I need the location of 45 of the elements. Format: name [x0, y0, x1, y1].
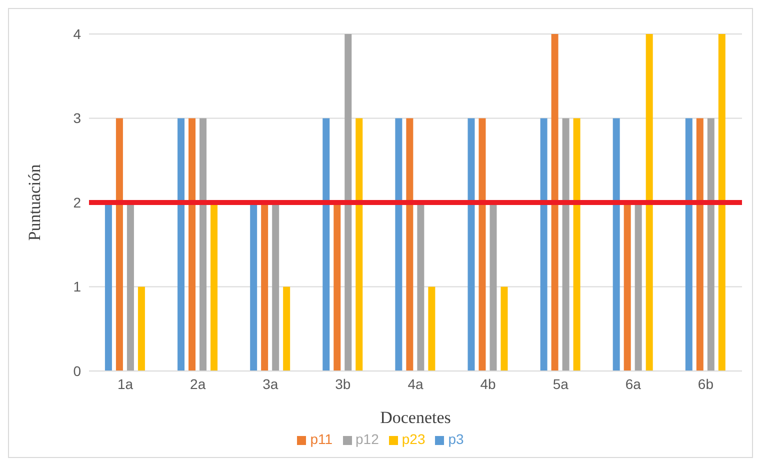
x-tick-label: 6a — [625, 376, 642, 392]
bar — [283, 286, 290, 371]
bar — [356, 118, 363, 371]
bar — [178, 118, 185, 371]
bar — [428, 286, 436, 371]
bar — [468, 118, 475, 371]
legend-label: p3 — [448, 431, 464, 447]
bar — [200, 118, 207, 371]
bar — [138, 286, 145, 371]
x-tick-label: 4a — [408, 376, 424, 392]
bar — [322, 118, 330, 371]
x-tick-label: 4b — [480, 376, 496, 392]
x-axis-title: Docenetes — [380, 408, 451, 427]
bar — [344, 34, 352, 371]
bar — [685, 118, 692, 371]
y-tick-label: 1 — [73, 278, 82, 295]
bar — [573, 118, 580, 371]
y-tick-label: 3 — [73, 110, 82, 126]
bar — [395, 118, 402, 371]
x-tick-label: 3a — [262, 376, 278, 392]
y-tick-label: 4 — [73, 26, 82, 42]
bar — [696, 118, 704, 371]
bar — [188, 118, 196, 371]
y-tick-label: 2 — [73, 194, 82, 210]
bar — [116, 118, 123, 371]
x-tick-label: 1a — [117, 376, 134, 392]
bar — [612, 118, 620, 371]
bar — [500, 286, 508, 371]
bar — [646, 34, 653, 371]
bar — [718, 34, 726, 371]
legend-label: p12 — [356, 431, 379, 447]
x-tick-label: 6b — [698, 376, 714, 392]
bar — [551, 34, 558, 371]
bar — [562, 118, 570, 371]
bar — [707, 118, 714, 371]
legend-label: p23 — [402, 431, 426, 447]
bar — [406, 118, 414, 371]
bar — [478, 118, 486, 371]
y-tick-label: 0 — [73, 362, 82, 379]
legend-label: p11 — [310, 431, 333, 447]
bar — [540, 118, 548, 371]
x-tick-label: 5a — [552, 376, 569, 392]
y-axis-title: Puntuación — [25, 164, 44, 241]
x-tick-label: 2a — [190, 376, 206, 392]
x-tick-label: 3b — [335, 376, 351, 392]
